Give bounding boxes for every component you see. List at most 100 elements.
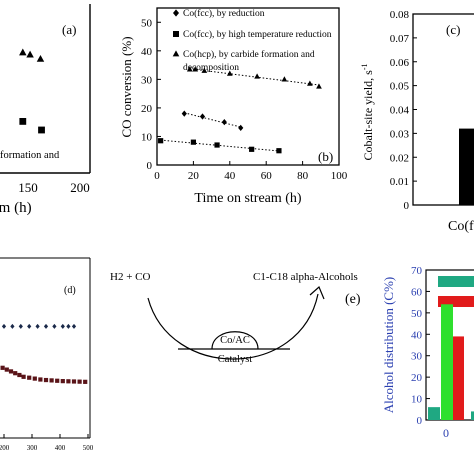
panel-f-xtick: 0 (443, 426, 449, 440)
panel-b: (b) Time on stream (h) CO conversion (%)… (119, 7, 348, 206)
panel-a: (a) formation and 150 200 am (h) (0, 4, 91, 216)
panel-c: (c) Cobalt-site yield, s-1 Co(f 0 0.01 0.0… (360, 9, 474, 234)
panel-b-point (214, 142, 220, 148)
panel-e-label: (e) (345, 292, 361, 307)
panel-d-xtick-label: 300 (27, 444, 38, 452)
panel-d-point (66, 323, 71, 329)
panel-f-bar (428, 407, 440, 420)
panel-c-ylabel: Cobalt-site yield, s-1 (360, 64, 375, 161)
panel-a-point (26, 50, 34, 58)
panel-f: Alcohol distribution (C%) 0 0 10 20 30 40 50 6… (381, 265, 474, 440)
panel-d-point (17, 372, 22, 378)
panel-b-point (199, 113, 206, 120)
panel-d-point (0, 365, 5, 370)
panel-d-point (60, 323, 65, 329)
legend-swatch-green (438, 276, 474, 287)
panel-b-point (190, 139, 196, 145)
panel-d-point (10, 323, 15, 329)
panel-b-ytick-label: 10 (141, 131, 153, 143)
panel-b-point (186, 66, 193, 72)
panel-b-xtick-label: 20 (188, 170, 200, 182)
panel-c-ytick-label: 0.02 (390, 152, 409, 164)
cycle-arrow (147, 293, 319, 360)
panel-d-point (8, 369, 14, 374)
panel-d-point (21, 374, 26, 379)
panel-a-point (38, 126, 45, 134)
panel-f-bar (453, 336, 464, 420)
panel-b-xtick-label: 80 (297, 170, 309, 182)
panel-d-point (83, 379, 88, 384)
panel-a-xlabel-fragment: am (h) (0, 200, 32, 216)
panel-b-xtick-label: 0 (154, 170, 160, 182)
panel-c-ytick-label: 0.01 (390, 176, 409, 188)
panel-c-ytick-label: 0.04 (390, 105, 410, 117)
panel-b-ytick-label: 40 (141, 46, 153, 58)
panel-f-bar (441, 304, 453, 420)
panel-a-label: (a) (62, 22, 76, 37)
panel-c-bar (459, 128, 474, 205)
panel-b-frame (156, 7, 340, 166)
panel-d-point (1, 323, 7, 329)
panel-d-xtick-label: 400 (55, 444, 66, 452)
panel-e: H2 + CO C1-C18 alpha-Alcohols Co/AC Cata… (110, 271, 361, 365)
panel-b-xlabel: Time on stream (h) (194, 191, 302, 206)
panel-b-point (192, 66, 199, 72)
panel-d-point (77, 379, 82, 384)
panel-d-label: (d) (64, 285, 76, 296)
panel-d-point (52, 323, 57, 329)
panel-a-point (36, 54, 45, 62)
panel-d-point (66, 379, 71, 384)
panel-b-ytick-label: 0 (147, 160, 153, 172)
panel-d-point (60, 379, 65, 384)
panel-d-xtick-label: 500 (83, 444, 94, 452)
panel-c-ylabel-main: Cobalt-site yield, s (361, 70, 375, 161)
panel-d-point (43, 323, 49, 329)
panel-c-ytick-label: 0.07 (390, 33, 410, 45)
panel-b-point (276, 148, 282, 154)
legend-marker (172, 50, 180, 57)
panel-d-point (4, 367, 9, 372)
legend-label: Co(fcc), by reduction (183, 8, 265, 19)
panel-d-point (35, 323, 40, 329)
panel-b-point (307, 80, 313, 86)
legend-label: Co(fcc), by high temperature reduction (183, 29, 332, 40)
panel-f-ytick-label: 20 (411, 372, 423, 384)
panel-f-ytick-label: 40 (411, 329, 423, 341)
panel-d-point (27, 375, 32, 380)
site-label: Co/AC (220, 335, 250, 346)
panel-d-point (49, 378, 54, 383)
panel-b-point (249, 146, 255, 152)
panel-a-xtick: 150 (18, 180, 38, 195)
panel-b-point (281, 76, 288, 82)
panel-c-ytick-label: 0.05 (390, 81, 410, 93)
panel-b-xtick-label: 100 (331, 170, 348, 182)
panel-b-xtick-label: 60 (261, 170, 273, 182)
panel-d-xtick-label: 200 (0, 444, 10, 452)
catalyst-caption: Catalyst (218, 354, 252, 365)
panel-b-ytick-label: 30 (141, 74, 153, 86)
panel-b-trendline (184, 112, 241, 128)
panel-b-label: (b) (318, 149, 333, 164)
panel-b-legend: Co(fcc), by reduction Co(fcc), by high t… (172, 8, 332, 73)
product-label: C1-C18 alpha-Alcohols (253, 271, 358, 283)
panel-d-point (18, 323, 23, 329)
legend-marker (173, 31, 179, 37)
panel-b-point (181, 110, 187, 117)
panel-f-ytick-label: 50 (411, 308, 423, 320)
panel-f-ytick-label: 60 (411, 286, 423, 298)
panel-b-point (201, 67, 208, 73)
panel-d-point (71, 323, 77, 329)
panel-c-ytick-label: 0.08 (390, 9, 410, 21)
panel-b-point (316, 83, 322, 89)
panel-c-ytick-label: 0 (404, 200, 410, 212)
panel-a-point (19, 48, 27, 56)
legend-swatch-red (438, 296, 474, 307)
panel-b-point (238, 124, 244, 132)
cycle-arrowhead (309, 285, 325, 300)
panel-c-category: Co(f (448, 219, 474, 234)
panel-d-point (27, 323, 32, 329)
reactant-label: H2 + CO (110, 271, 150, 283)
panel-d: (d) 200 300 400 500 (0, 257, 94, 452)
panel-b-trendline (189, 68, 320, 86)
